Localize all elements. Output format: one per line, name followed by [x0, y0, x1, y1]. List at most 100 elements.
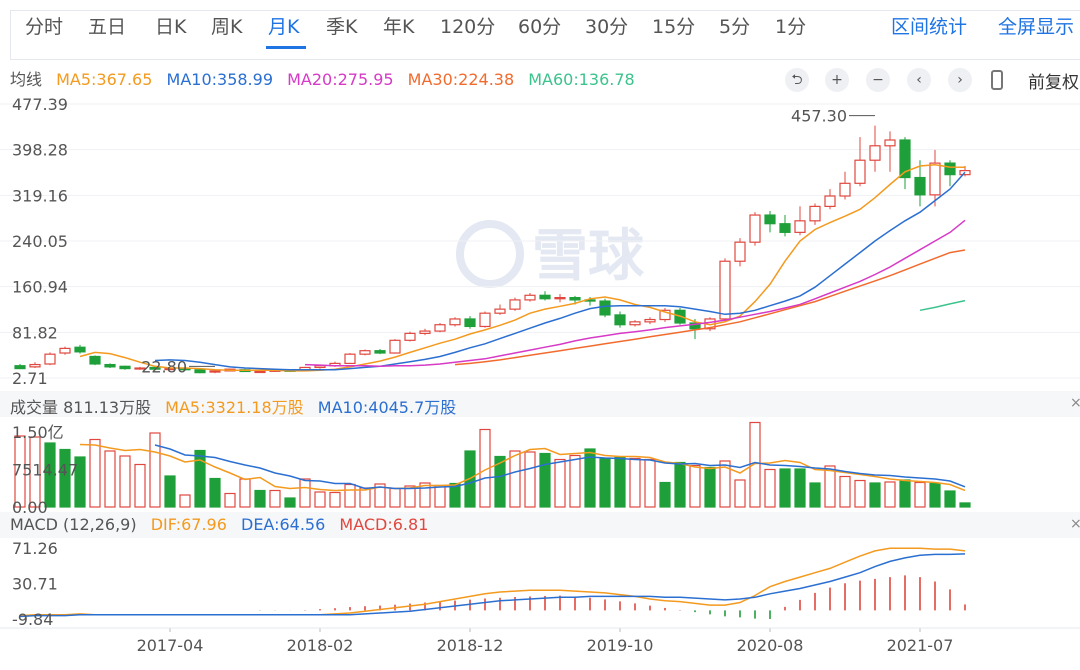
- adjust-mode-icon[interactable]: [991, 70, 1003, 90]
- dea-legend: DEA:64.56: [241, 515, 326, 534]
- volume-bar: [134, 463, 146, 508]
- volume-bar: [734, 479, 746, 508]
- volume-bar: [449, 482, 461, 508]
- candle-body: [554, 296, 566, 300]
- tab-9[interactable]: 30分: [585, 16, 629, 38]
- x-axis-label: 2021-07: [887, 636, 954, 655]
- volume-bar: [209, 477, 221, 508]
- candle-body: [749, 214, 761, 243]
- tab-11[interactable]: 5分: [719, 16, 751, 38]
- candle-body: [434, 324, 446, 332]
- volume-bar: [644, 458, 656, 508]
- adjust-mode-select[interactable]: 前复权: [1028, 73, 1079, 93]
- candle-body: [404, 332, 416, 341]
- candle-body: [209, 370, 221, 373]
- volume-bar: [269, 489, 281, 508]
- candle-body: [689, 322, 701, 330]
- candle-body: [374, 350, 386, 354]
- macd-y-tick-label: 71.26: [12, 539, 58, 558]
- x-axis-label: 2017-04: [137, 636, 204, 655]
- tab-1[interactable]: 五日: [88, 16, 127, 38]
- volume-bar: [854, 479, 866, 508]
- price-y-tick-label: 81.82: [12, 323, 58, 342]
- candle-body: [494, 308, 506, 314]
- volume-bar: [659, 481, 671, 508]
- volume-bar: [104, 450, 116, 508]
- volume-bar: [839, 475, 851, 508]
- candle-body: [44, 353, 56, 365]
- candle-body: [869, 145, 881, 161]
- candle-body: [854, 159, 866, 184]
- interval-stats-link[interactable]: 区间统计: [891, 16, 968, 38]
- tab-4[interactable]: 月K: [268, 16, 300, 38]
- volume-bar: [764, 468, 776, 508]
- price-ma5-line: [79, 164, 966, 372]
- zoom-out-icon[interactable]: −: [866, 68, 890, 92]
- price-y-tick-label: 240.05: [12, 232, 68, 251]
- volume-bar: [359, 487, 371, 508]
- volume-bar: [74, 456, 86, 508]
- volume-y-tick-label: 1.50亿: [12, 423, 64, 442]
- scroll-right-icon[interactable]: ›: [948, 68, 972, 92]
- volume-legend-band: [0, 391, 1080, 417]
- candle-body: [929, 162, 941, 196]
- macd-y-tick-label: -9.84: [12, 610, 53, 629]
- volume-bar: [524, 451, 536, 508]
- candle-body: [629, 321, 641, 326]
- candle-body: [149, 366, 161, 370]
- candle-body: [254, 370, 266, 374]
- macd-value-legend: MACD:6.81: [339, 515, 429, 534]
- tab-6[interactable]: 年K: [383, 16, 415, 38]
- volume-bar: [224, 492, 236, 508]
- tab-0[interactable]: 分时: [25, 16, 64, 38]
- price-y-tick-label: 2.71: [12, 369, 48, 388]
- candle-body: [779, 223, 791, 233]
- volume-bar: [374, 483, 386, 508]
- volume-bar: [494, 455, 506, 508]
- volume-bar: [914, 481, 926, 508]
- watermark-text: 雪球: [532, 224, 645, 289]
- scroll-left-icon[interactable]: ‹: [907, 68, 931, 92]
- volume-bar: [404, 485, 416, 508]
- candle-body: [644, 318, 656, 323]
- candle-body: [14, 365, 26, 370]
- volume-bar: [89, 438, 101, 508]
- tab-10[interactable]: 15分: [652, 16, 696, 38]
- candle-body: [194, 369, 206, 374]
- price-ma30-line: [454, 249, 966, 366]
- tab-8[interactable]: 60分: [518, 16, 562, 38]
- volume-bar: [299, 478, 311, 508]
- tab-7[interactable]: 120分: [440, 16, 496, 38]
- volume-bar: [14, 435, 26, 508]
- volume-bar: [119, 455, 131, 508]
- reset-icon[interactable]: ⮌: [785, 68, 809, 92]
- volume-bar: [614, 456, 626, 508]
- volume-bar: [749, 421, 761, 508]
- volume-bar: [689, 464, 701, 508]
- candle-body: [524, 294, 536, 301]
- macd-legend-title: MACD (12,26,9): [10, 515, 137, 534]
- candle-body: [659, 309, 671, 321]
- tab-2[interactable]: 日K: [155, 16, 187, 38]
- macd-dea-line: [19, 553, 966, 618]
- tab-12[interactable]: 1分: [775, 16, 807, 38]
- candle-body: [359, 350, 371, 355]
- close-volume-icon[interactable]: ×: [1070, 395, 1080, 411]
- volume-bar: [719, 460, 731, 508]
- volume-bar: [944, 490, 956, 508]
- fullscreen-link[interactable]: 全屏显示: [998, 16, 1075, 38]
- macd-dif-line: [19, 547, 966, 617]
- x-axis-label: 2019-10: [587, 636, 654, 655]
- price-legend: 均线 MA5:367.65 MA10:358.99 MA20:275.95 MA…: [10, 66, 644, 90]
- tab-5[interactable]: 季K: [326, 16, 358, 38]
- annotation-label: 22.80: [141, 357, 187, 376]
- candle-body: [794, 220, 806, 233]
- ma20-legend: MA20:275.95: [287, 70, 394, 89]
- close-macd-icon[interactable]: ×: [1070, 516, 1080, 532]
- price-y-tick-label: 319.16: [12, 186, 68, 205]
- volume-bar: [674, 461, 686, 508]
- tab-3[interactable]: 周K: [211, 16, 243, 38]
- zoom-in-icon[interactable]: +: [825, 68, 849, 92]
- candle-body: [59, 347, 71, 354]
